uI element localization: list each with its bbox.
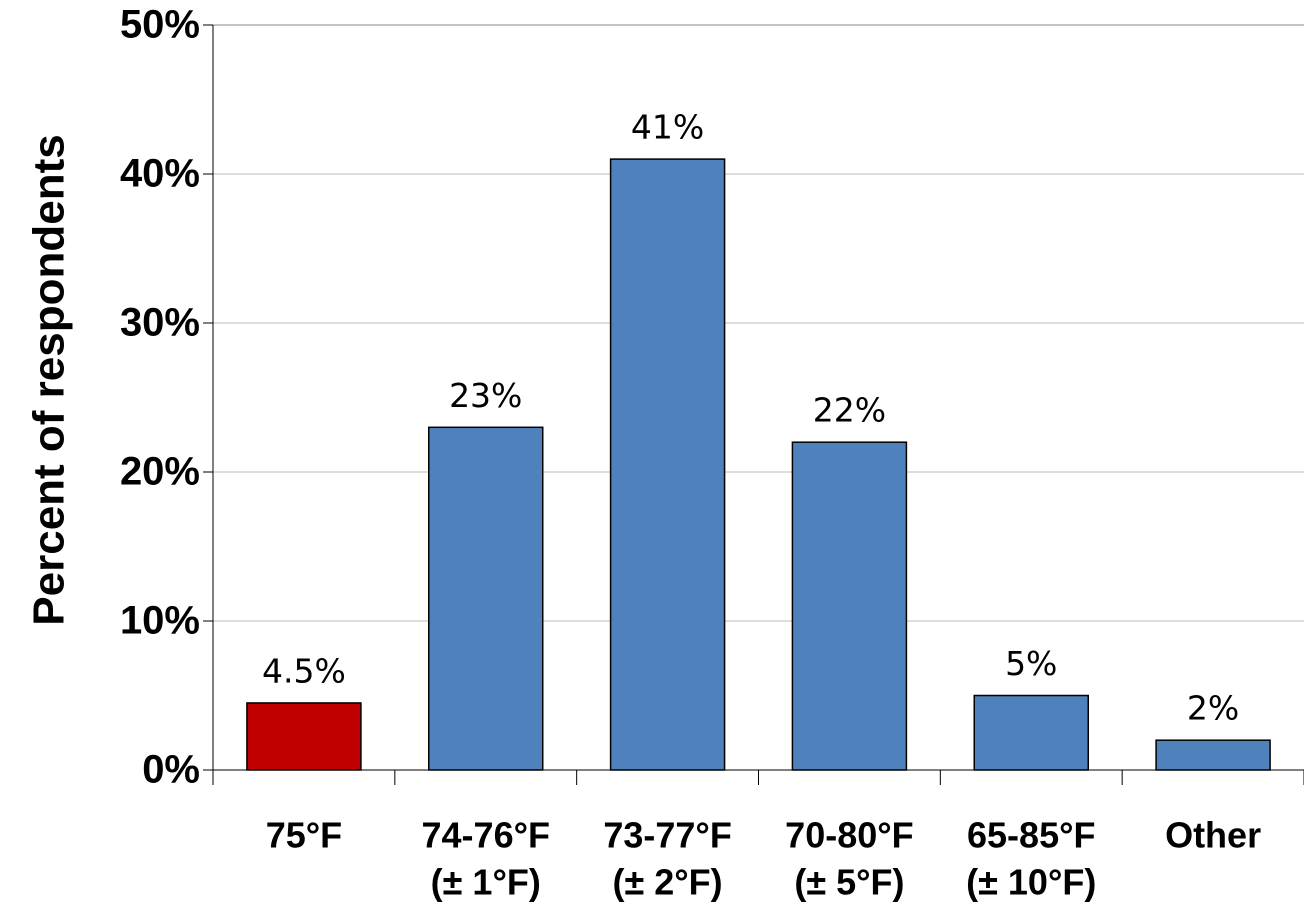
x-tick-label: (± 1°F): [431, 862, 541, 903]
bar: [609, 158, 726, 771]
y-tick-label: 50%: [120, 3, 200, 47]
data-label: 22%: [813, 391, 886, 430]
y-axis-label: Percent of respondents: [25, 134, 74, 625]
x-tick-label: 74-76°F: [422, 815, 550, 856]
data-label: 41%: [631, 108, 704, 147]
x-tick-label: (± 2°F): [613, 862, 723, 903]
y-tick-label: 40%: [120, 152, 200, 196]
x-tick-label: (± 5°F): [794, 862, 904, 903]
bar: [1155, 739, 1271, 771]
x-tick-label: (± 10°F): [966, 862, 1096, 903]
bar: [246, 702, 362, 771]
x-tick-label: 73-77°F: [603, 815, 731, 856]
data-label: 5%: [1005, 644, 1057, 683]
data-label: 23%: [449, 376, 522, 415]
bar: [791, 441, 908, 771]
x-tick-label: 75°F: [266, 815, 342, 856]
data-label: 4.5%: [262, 651, 346, 690]
y-tick-label: 20%: [120, 450, 200, 494]
bar: [973, 694, 1089, 771]
y-tick-label: 30%: [120, 301, 200, 345]
y-tick-label: 0%: [142, 748, 200, 792]
y-tick-label: 10%: [120, 599, 200, 643]
data-label: 2%: [1187, 689, 1239, 728]
x-tick-label: 65-85°F: [967, 815, 1095, 856]
x-tick-label: Other: [1165, 815, 1261, 856]
bar: [428, 426, 544, 771]
x-tick-label: 70-80°F: [785, 815, 913, 856]
